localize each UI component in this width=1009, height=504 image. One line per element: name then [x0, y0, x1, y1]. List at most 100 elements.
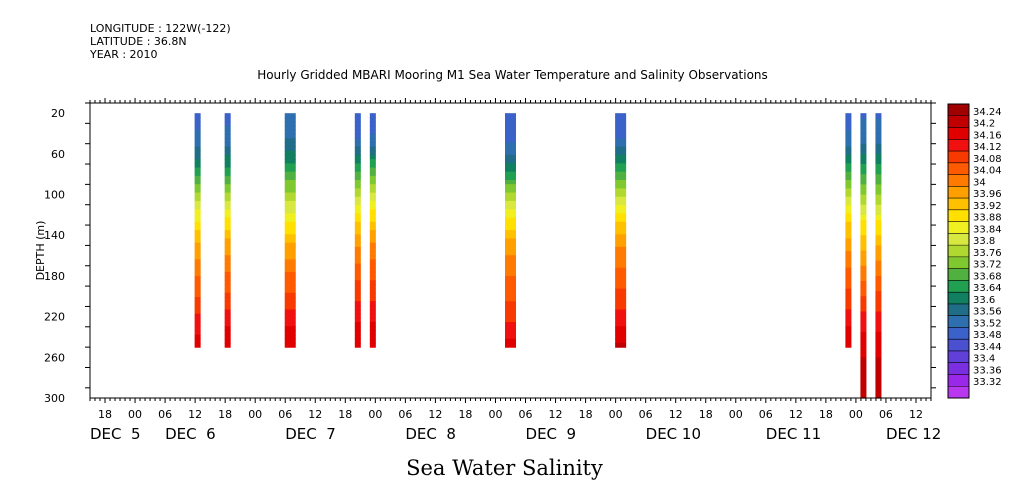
- profile-2-cell: [284, 259, 296, 265]
- profile-6-cell: [615, 138, 627, 144]
- y-tick-label: 140: [44, 229, 65, 242]
- colorbar-label: 34.16: [973, 130, 1002, 141]
- profile-4-cell: [369, 301, 376, 306]
- profile-6-cell: [615, 196, 627, 202]
- profile-4-cell: [369, 171, 376, 177]
- profile-6-cell: [615, 192, 627, 198]
- colorbar-label: 33.6: [973, 295, 995, 306]
- profile-1-cell: [224, 117, 231, 123]
- profile-6-cell: [615, 217, 627, 223]
- profile-5-cell: [504, 117, 517, 123]
- profile-1-cell: [224, 292, 231, 298]
- profile-1-cell: [224, 175, 231, 181]
- profile-7-cell: [845, 284, 852, 290]
- chart-title: Hourly Gridded MBARI Mooring M1 Sea Wate…: [257, 68, 768, 82]
- x-day-label: DEC 6: [165, 425, 216, 443]
- profile-4-cell: [369, 138, 376, 144]
- profile-3-cell: [354, 209, 361, 215]
- profile-9-cell: [875, 306, 882, 313]
- x-hour-label: 12: [909, 408, 923, 421]
- profile-3-cell: [354, 113, 361, 118]
- profile-6-cell: [615, 288, 627, 294]
- profile-9-cell: [875, 153, 882, 160]
- profile-0-cell: [194, 217, 201, 223]
- profile-9-cell: [875, 128, 882, 135]
- profile-0-cell: [194, 196, 201, 202]
- profile-0-cell: [194, 167, 201, 173]
- profile-8-cell: [860, 138, 867, 145]
- colorbar-swatch: [948, 209, 969, 222]
- profile-2-cell: [284, 338, 296, 344]
- profile-1-cell: [224, 297, 231, 302]
- profile-8-cell: [860, 174, 867, 180]
- profile-4-cell: [369, 326, 376, 332]
- profile-0-cell: [194, 246, 201, 252]
- profile-5-cell: [504, 271, 517, 277]
- profile-5-cell: [504, 292, 517, 298]
- profile-4-cell: [369, 276, 376, 281]
- profile-4-cell: [369, 146, 376, 152]
- profile-1-cell: [224, 230, 231, 235]
- profile-5-cell: [504, 113, 517, 118]
- y-tick-label: 20: [51, 107, 65, 120]
- profile-4-cell: [369, 167, 376, 173]
- profile-4-cell: [369, 196, 376, 202]
- profile-7-cell: [845, 230, 852, 235]
- profile-1-cell: [224, 129, 231, 135]
- profile-2-cell: [284, 342, 296, 348]
- profile-3-cell: [354, 313, 361, 319]
- profile-0-cell: [194, 342, 201, 348]
- colorbar-swatch: [948, 115, 969, 128]
- profile-8-cell: [860, 301, 867, 308]
- profile-7-cell: [845, 305, 852, 311]
- profile-0-cell: [194, 171, 201, 177]
- profile-2-cell: [284, 317, 296, 323]
- colorbar-swatch: [948, 162, 969, 175]
- profile-8-cell: [860, 291, 867, 297]
- profile-1-cell: [224, 288, 231, 294]
- profile-6-cell: [615, 284, 627, 290]
- x-hour-label: 06: [519, 408, 533, 421]
- profile-7-cell: [845, 134, 852, 139]
- colorbar-label: 33.72: [973, 260, 1002, 271]
- x-hour-label: 18: [819, 408, 833, 421]
- profile-7-cell: [845, 313, 852, 319]
- profile-6-cell: [615, 125, 627, 131]
- profile-7-cell: [845, 150, 852, 156]
- profile-7-cell: [845, 217, 852, 223]
- profile-6-cell: [615, 263, 627, 269]
- profile-4-cell: [369, 142, 376, 148]
- x-day-label: DEC 11: [766, 425, 821, 443]
- profile-9-cell: [875, 194, 882, 201]
- profile-5-cell: [504, 150, 517, 156]
- profile-4-cell: [369, 192, 376, 198]
- profile-8-cell: [860, 219, 867, 226]
- profile-4-cell: [369, 313, 376, 319]
- profile-6-cell: [615, 129, 627, 135]
- profile-5-cell: [504, 234, 517, 240]
- profile-9-cell: [875, 382, 882, 389]
- profile-3-cell: [354, 297, 361, 302]
- profile-1-cell: [224, 259, 231, 265]
- profile-7-cell: [845, 292, 852, 298]
- profile-0-cell: [194, 221, 201, 227]
- profile-1-cell: [224, 217, 231, 223]
- profile-3-cell: [354, 251, 361, 256]
- profile-4-cell: [369, 263, 376, 269]
- profile-5-cell: [504, 209, 517, 215]
- profile-8-cell: [860, 235, 867, 241]
- profile-5-cell: [504, 225, 517, 231]
- profile-0-cell: [194, 297, 201, 302]
- profile-7-cell: [845, 188, 852, 194]
- profile-6-cell: [615, 309, 627, 315]
- profile-3-cell: [354, 142, 361, 148]
- profile-4-cell: [369, 255, 376, 261]
- profile-2-cell: [284, 188, 296, 194]
- profile-6-cell: [615, 238, 627, 244]
- colorbar-label: 33.36: [973, 365, 1002, 376]
- profile-5-cell: [504, 267, 517, 273]
- profile-4-cell: [369, 221, 376, 227]
- profile-6-cell: [615, 334, 627, 340]
- profile-8-cell: [860, 153, 867, 160]
- profile-6-cell: [615, 271, 627, 277]
